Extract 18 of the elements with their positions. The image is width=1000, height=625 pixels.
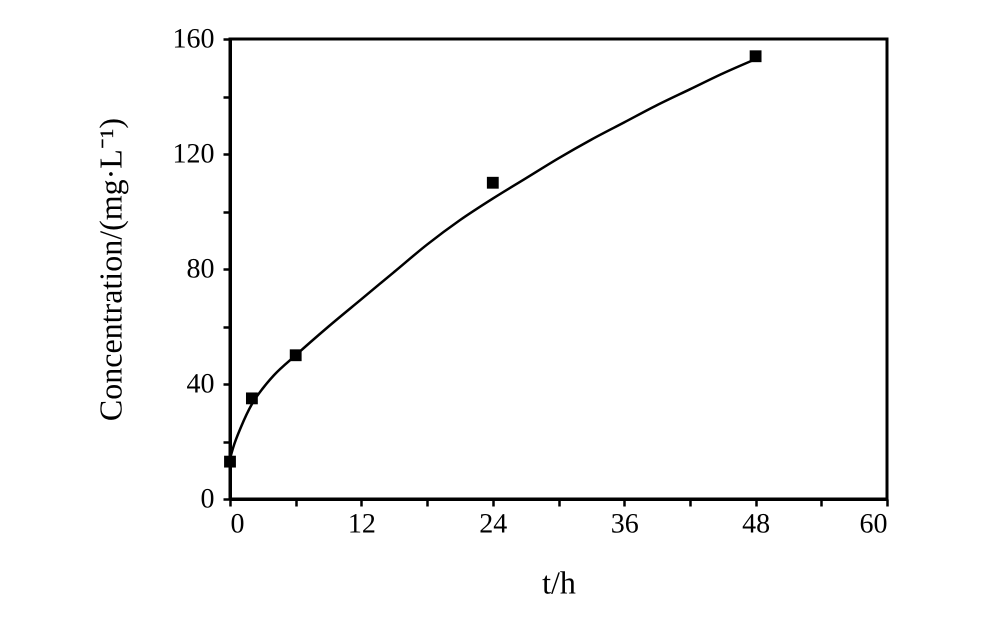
point [224,456,236,468]
y-tick-label: 80 [186,254,214,284]
point [246,392,258,404]
y-tick-label: 120 [172,138,214,170]
point [290,349,302,362]
y-axis-title: Concentration/(mg·L⁻¹) [92,118,128,422]
y-tick-label: 0 [200,484,214,514]
x-tick-label: 60 [860,508,888,540]
y-tick-label: 40 [186,368,214,400]
x-axis-title: t/h [542,564,576,600]
point [750,50,762,62]
x-tick-label: 12 [348,508,376,540]
point [486,176,499,189]
x-tick-label: 24 [479,508,508,540]
x-tick-label: 0 [230,508,244,540]
y-tick-label: 160 [172,24,214,54]
x-tick-label: 48 [742,508,770,540]
x-tick-label: 36 [610,508,639,540]
